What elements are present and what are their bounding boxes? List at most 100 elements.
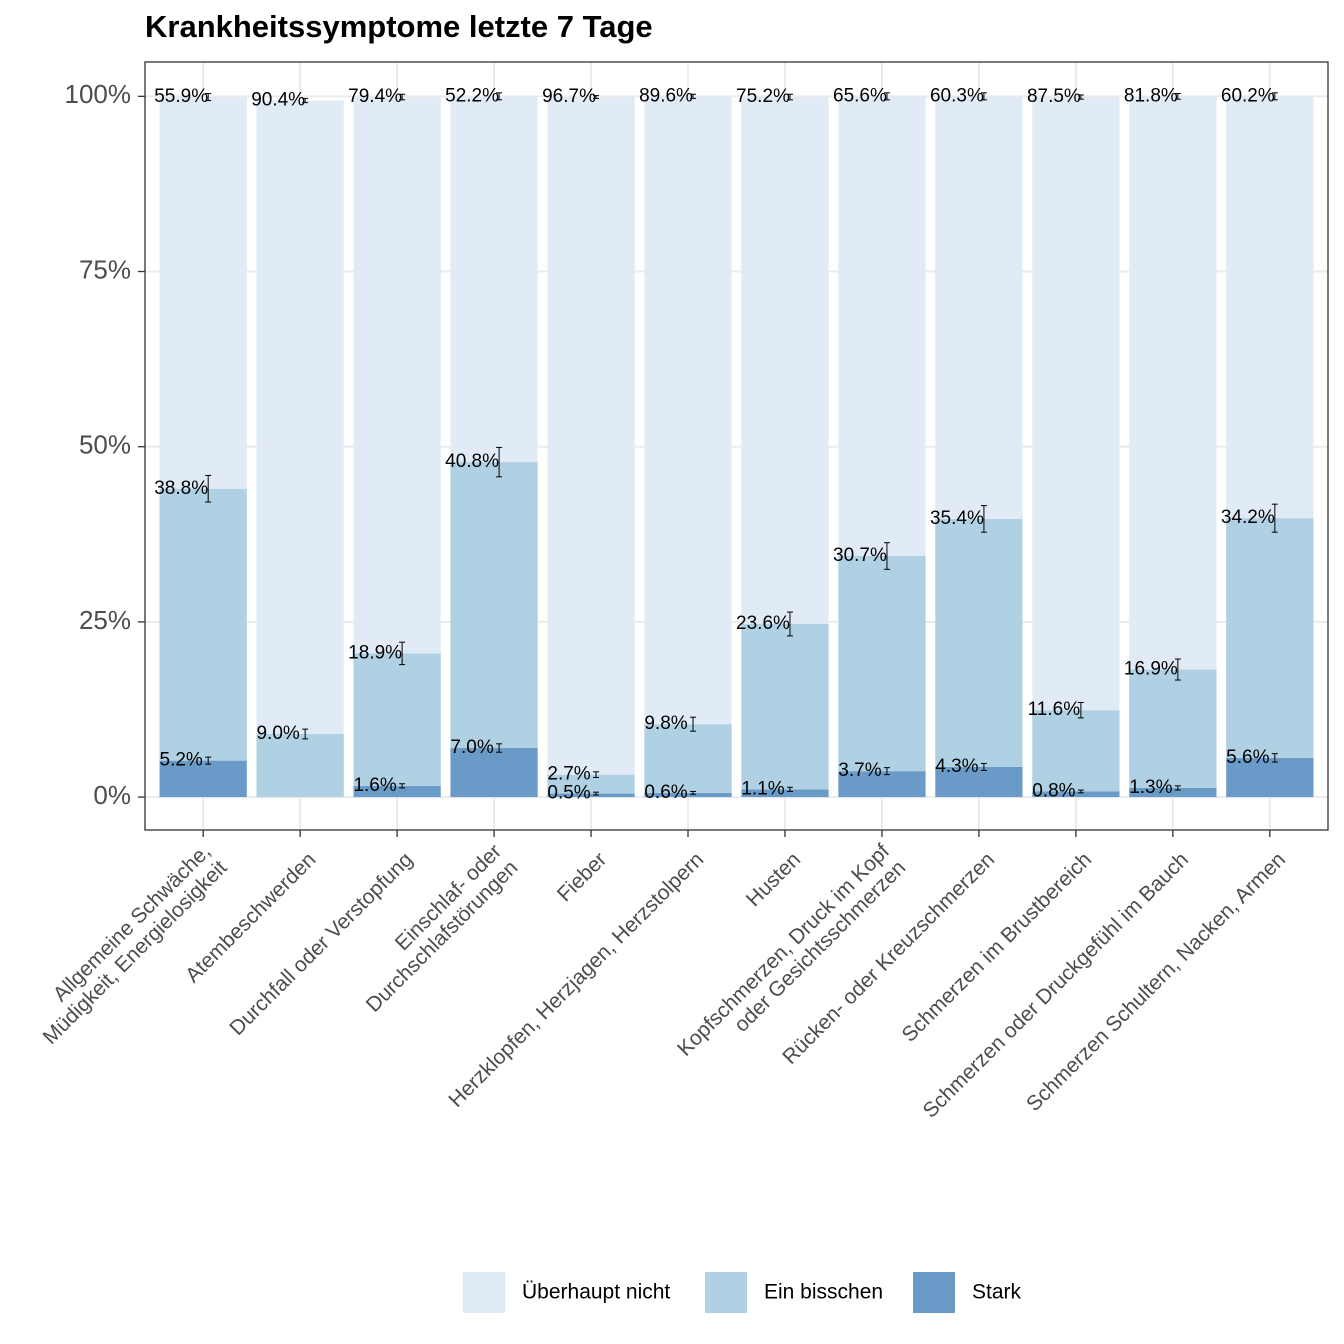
data-label: 79.4%	[348, 86, 402, 107]
data-label: 0.5%	[547, 783, 590, 804]
legend-swatch	[463, 1272, 505, 1313]
data-label: 7.0%	[450, 737, 493, 758]
bar-segment	[547, 97, 635, 775]
bar-segment	[644, 96, 732, 725]
error-bar	[399, 641, 406, 666]
error-bar	[302, 728, 309, 740]
data-label: 89.6%	[639, 85, 693, 106]
bar-segment	[1129, 787, 1217, 798]
bar-segment	[159, 760, 247, 798]
data-label: 23.6%	[736, 613, 790, 634]
bar-segment	[159, 488, 247, 761]
data-label: 60.3%	[930, 85, 984, 106]
bar-segment	[644, 724, 732, 793]
error-bar	[496, 446, 503, 478]
error-bar	[1077, 789, 1084, 794]
bar-segment	[1226, 96, 1314, 519]
data-label: 18.9%	[348, 642, 402, 663]
bars	[159, 96, 1314, 798]
error-bar	[690, 93, 697, 99]
bar-segment	[353, 97, 441, 654]
error-bar	[205, 474, 212, 503]
data-label: 3.7%	[838, 760, 881, 781]
error-bar	[496, 92, 503, 101]
data-label: 30.7%	[833, 545, 887, 566]
bar-segment	[547, 774, 635, 794]
error-bar	[980, 762, 987, 771]
data-label: 65.6%	[833, 85, 887, 106]
error-bar	[1174, 93, 1181, 100]
error-bar	[496, 743, 503, 753]
bar-segment	[644, 792, 732, 798]
error-bar	[205, 93, 212, 102]
error-bar	[786, 93, 793, 101]
bar-segment	[1032, 97, 1120, 711]
data-label: 9.8%	[644, 713, 687, 734]
data-label: 4.3%	[935, 756, 978, 777]
data-label: 1.6%	[353, 775, 396, 796]
error-bar	[980, 92, 987, 101]
error-bar	[1077, 701, 1084, 719]
y-tick-label: 0%	[93, 780, 131, 810]
y-tick-label: 75%	[79, 254, 131, 284]
bar-segment	[450, 96, 538, 463]
bar-segment	[1226, 518, 1314, 758]
bar-segment	[935, 766, 1023, 798]
data-label: 52.2%	[445, 85, 499, 106]
bar-segment	[353, 785, 441, 798]
data-label: 35.4%	[930, 508, 984, 529]
bar-segment	[741, 789, 829, 798]
bar-segment	[1226, 757, 1314, 798]
bar-segment	[741, 623, 829, 790]
data-label: 87.5%	[1027, 86, 1081, 107]
data-label: 1.1%	[741, 778, 784, 799]
error-bar	[302, 97, 309, 104]
bar-segment	[935, 96, 1023, 519]
error-bar	[690, 790, 697, 795]
data-label: 90.4%	[251, 90, 305, 111]
y-tick-label: 25%	[79, 605, 131, 635]
error-bar	[980, 505, 987, 533]
bar-segment	[935, 518, 1023, 767]
error-bar	[593, 791, 600, 796]
error-bar	[1271, 753, 1278, 763]
data-label: 96.7%	[542, 86, 596, 107]
error-bar	[883, 542, 890, 570]
bar-segment	[1129, 96, 1217, 670]
data-label: 38.8%	[154, 478, 208, 499]
data-label: 0.6%	[644, 782, 687, 803]
panel-border	[144, 61, 1329, 831]
bar-segment	[353, 653, 441, 786]
data-label: 9.0%	[256, 723, 299, 744]
data-label: 55.9%	[154, 86, 208, 107]
legend-label: Stark	[972, 1281, 1022, 1304]
data-label: 75.2%	[736, 86, 790, 107]
data-label: 34.2%	[1221, 507, 1275, 528]
bar-segment	[1129, 669, 1217, 788]
data-label: 60.2%	[1221, 85, 1275, 106]
bar-segment	[1032, 791, 1120, 798]
data-label: 11.6%	[1028, 699, 1081, 720]
legend-swatch	[705, 1272, 747, 1313]
data-label: 5.2%	[160, 750, 203, 771]
error-bar	[883, 92, 890, 101]
bar-segment	[159, 97, 247, 489]
bar-segment	[256, 100, 344, 734]
bar-segment	[838, 556, 926, 772]
bar-segment	[838, 96, 926, 557]
data-label: 81.8%	[1124, 85, 1178, 106]
error-bar	[205, 756, 212, 765]
legend-label: Überhaupt nicht	[522, 1281, 670, 1304]
legend-label: Ein bisschen	[764, 1281, 883, 1304]
y-tick-label: 50%	[79, 430, 131, 460]
error-bar	[399, 93, 406, 101]
error-bar	[690, 716, 697, 732]
error-bar	[1271, 92, 1278, 101]
data-label: 40.8%	[445, 451, 499, 472]
data-label: 0.8%	[1032, 780, 1075, 801]
error-bar	[1077, 94, 1084, 100]
error-bar	[593, 771, 600, 778]
error-bar	[1174, 785, 1181, 791]
labels: 5.2% 1.6% 7.0% 0.5% 0.6% 1.1% 3.7% 4.3% 0.8% 1.3%…	[154, 85, 1278, 804]
